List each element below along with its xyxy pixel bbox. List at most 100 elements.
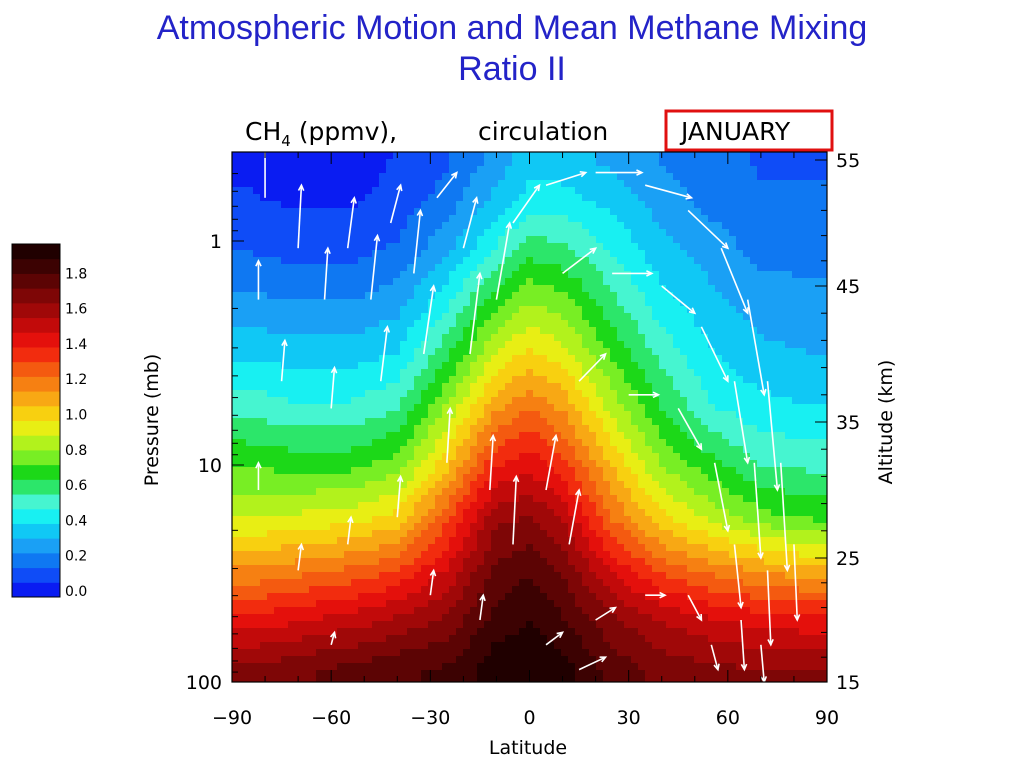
field-cell <box>316 243 324 251</box>
field-cell <box>407 166 415 174</box>
field-cell <box>617 467 625 475</box>
field-cell <box>274 432 282 440</box>
field-cell <box>694 376 702 384</box>
field-cell <box>267 320 275 328</box>
field-cell <box>414 201 422 209</box>
field-cell <box>365 180 373 188</box>
field-cell <box>715 439 723 447</box>
field-cell <box>421 390 429 398</box>
field-cell <box>687 523 695 531</box>
field-cell <box>645 229 653 237</box>
field-cell <box>547 530 555 538</box>
field-cell <box>526 474 534 482</box>
field-cell <box>428 544 436 552</box>
field-cell <box>365 453 373 461</box>
field-cell <box>687 180 695 188</box>
field-cell <box>435 236 443 244</box>
field-cell <box>442 180 450 188</box>
field-cell <box>617 369 625 377</box>
field-cell <box>631 201 639 209</box>
field-cell <box>631 544 639 552</box>
field-cell <box>274 509 282 517</box>
field-cell <box>603 334 611 342</box>
field-cell <box>757 229 765 237</box>
field-cell <box>701 516 709 524</box>
field-cell <box>379 467 387 475</box>
field-cell <box>232 306 240 314</box>
field-cell <box>393 383 401 391</box>
field-cell <box>435 523 443 531</box>
field-cell <box>568 446 576 454</box>
field-cell <box>687 495 695 503</box>
field-cell <box>337 425 345 433</box>
field-cell <box>463 243 471 251</box>
field-cell <box>491 369 499 377</box>
field-cell <box>652 411 660 419</box>
field-cell <box>400 439 408 447</box>
field-cell <box>596 327 604 335</box>
field-cell <box>764 404 772 412</box>
field-cell <box>442 306 450 314</box>
field-cell <box>736 516 744 524</box>
field-cell <box>547 173 555 181</box>
field-cell <box>239 264 247 272</box>
field-cell <box>323 173 331 181</box>
field-cell <box>806 180 814 188</box>
field-cell <box>442 481 450 489</box>
field-cell <box>624 257 632 265</box>
field-cell <box>239 355 247 363</box>
field-cell <box>694 250 702 258</box>
field-cell <box>533 516 541 524</box>
field-cell <box>330 509 338 517</box>
field-cell <box>736 355 744 363</box>
field-cell <box>253 278 261 286</box>
field-cell <box>232 481 240 489</box>
field-cell <box>610 180 618 188</box>
field-cell <box>610 313 618 321</box>
field-cell <box>505 187 513 195</box>
field-cell <box>365 516 373 524</box>
field-cell <box>708 243 716 251</box>
field-cell <box>344 474 352 482</box>
field-cell <box>463 194 471 202</box>
field-cell <box>477 341 485 349</box>
field-cell <box>708 257 716 265</box>
field-cell <box>274 467 282 475</box>
field-cell <box>316 285 324 293</box>
field-cell <box>372 173 380 181</box>
field-cell <box>736 194 744 202</box>
field-cell <box>764 397 772 405</box>
field-cell <box>519 530 527 538</box>
field-cell <box>687 474 695 482</box>
field-cell <box>316 236 324 244</box>
field-cell <box>316 271 324 279</box>
field-cell <box>442 502 450 510</box>
field-cell <box>232 383 240 391</box>
field-cell <box>596 551 604 559</box>
field-cell <box>484 432 492 440</box>
field-cell <box>246 320 254 328</box>
field-cell <box>792 320 800 328</box>
field-cell <box>442 250 450 258</box>
field-cell <box>281 152 289 160</box>
field-cell <box>302 229 310 237</box>
field-cell <box>736 229 744 237</box>
field-cell <box>624 278 632 286</box>
field-cell <box>771 341 779 349</box>
field-cell <box>778 523 786 531</box>
field-cell <box>582 229 590 237</box>
field-cell <box>701 334 709 342</box>
field-cell <box>582 467 590 475</box>
field-cell <box>323 362 331 370</box>
field-cell <box>680 194 688 202</box>
field-cell <box>582 250 590 258</box>
field-cell <box>372 180 380 188</box>
field-cell <box>610 355 618 363</box>
field-cell <box>666 432 674 440</box>
field-cell <box>638 516 646 524</box>
field-cell <box>372 341 380 349</box>
field-cell <box>526 551 534 559</box>
field-cell <box>379 236 387 244</box>
field-cell <box>624 334 632 342</box>
field-cell <box>540 299 548 307</box>
